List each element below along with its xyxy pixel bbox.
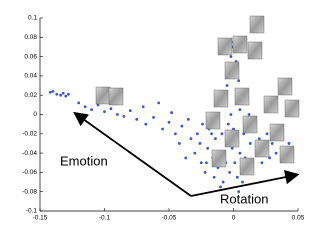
point xyxy=(48,90,52,94)
point xyxy=(51,89,55,93)
point xyxy=(109,107,113,111)
point xyxy=(184,156,188,160)
point xyxy=(203,171,207,174)
y-tick-label: -0.04 xyxy=(22,150,37,157)
face-thumbnails xyxy=(95,15,300,176)
point xyxy=(167,120,171,124)
point xyxy=(230,146,234,150)
point xyxy=(77,101,81,105)
point xyxy=(205,161,208,165)
point xyxy=(265,132,269,136)
y-tick-label: -0.08 xyxy=(22,188,37,195)
point xyxy=(144,122,148,126)
point xyxy=(122,115,126,118)
point xyxy=(226,122,230,126)
point xyxy=(237,190,241,194)
point xyxy=(152,115,155,119)
point xyxy=(90,108,93,112)
point xyxy=(229,55,233,58)
x-tick-label: 0 xyxy=(232,215,236,222)
point xyxy=(228,171,232,174)
point xyxy=(141,105,145,109)
point xyxy=(257,137,261,141)
point xyxy=(248,142,252,145)
point xyxy=(206,146,210,150)
y-tick-label: 0.1 xyxy=(28,15,37,22)
point xyxy=(189,137,193,141)
point xyxy=(186,117,190,121)
y-tick-label: 0.02 xyxy=(24,92,37,99)
point xyxy=(198,142,202,145)
point xyxy=(247,113,251,116)
point xyxy=(212,175,216,179)
point xyxy=(233,161,237,165)
point xyxy=(61,91,65,95)
point xyxy=(270,142,274,145)
point xyxy=(220,132,224,136)
point xyxy=(193,151,197,155)
point xyxy=(180,124,184,128)
point xyxy=(287,142,291,145)
point xyxy=(161,127,164,131)
point xyxy=(238,151,242,155)
point xyxy=(210,132,213,136)
point xyxy=(235,175,239,179)
point xyxy=(177,142,181,145)
point xyxy=(221,180,225,184)
annotation: Rotation xyxy=(220,191,268,206)
point xyxy=(170,111,173,114)
point xyxy=(195,132,199,136)
y-tick-label: 0.08 xyxy=(24,34,37,41)
point xyxy=(103,110,106,114)
point xyxy=(268,156,272,160)
point xyxy=(241,180,244,184)
point xyxy=(219,185,223,189)
point xyxy=(83,105,87,109)
y-tick-label: 0 xyxy=(33,111,37,118)
point xyxy=(237,79,241,83)
point xyxy=(55,92,59,96)
point xyxy=(174,132,177,136)
point xyxy=(128,109,132,113)
point xyxy=(238,108,242,112)
annotation: Emotion xyxy=(60,153,108,168)
point xyxy=(201,122,204,126)
point xyxy=(199,161,203,165)
y-tick-label: -0.06 xyxy=(22,169,37,176)
point xyxy=(59,93,63,97)
point xyxy=(214,137,217,141)
arrows xyxy=(73,111,300,197)
point xyxy=(66,92,70,96)
point xyxy=(225,84,229,87)
y-tick-label: 0.04 xyxy=(24,73,37,80)
x-tick-label: -0.05 xyxy=(162,215,177,222)
y-tick-label: 0.06 xyxy=(24,53,37,60)
point xyxy=(116,113,119,116)
y-tick-label: -0.1 xyxy=(26,208,38,215)
point xyxy=(64,94,68,98)
y-tick-label: -0.02 xyxy=(22,131,37,138)
point xyxy=(260,161,264,165)
point xyxy=(229,113,233,116)
x-tick-label: 0.05 xyxy=(292,215,305,222)
point xyxy=(157,101,161,105)
x-tick-label: -0.1 xyxy=(99,215,111,222)
x-tick-label: -0.15 xyxy=(33,215,48,222)
point xyxy=(274,151,278,155)
point xyxy=(135,117,139,121)
point xyxy=(232,127,235,131)
